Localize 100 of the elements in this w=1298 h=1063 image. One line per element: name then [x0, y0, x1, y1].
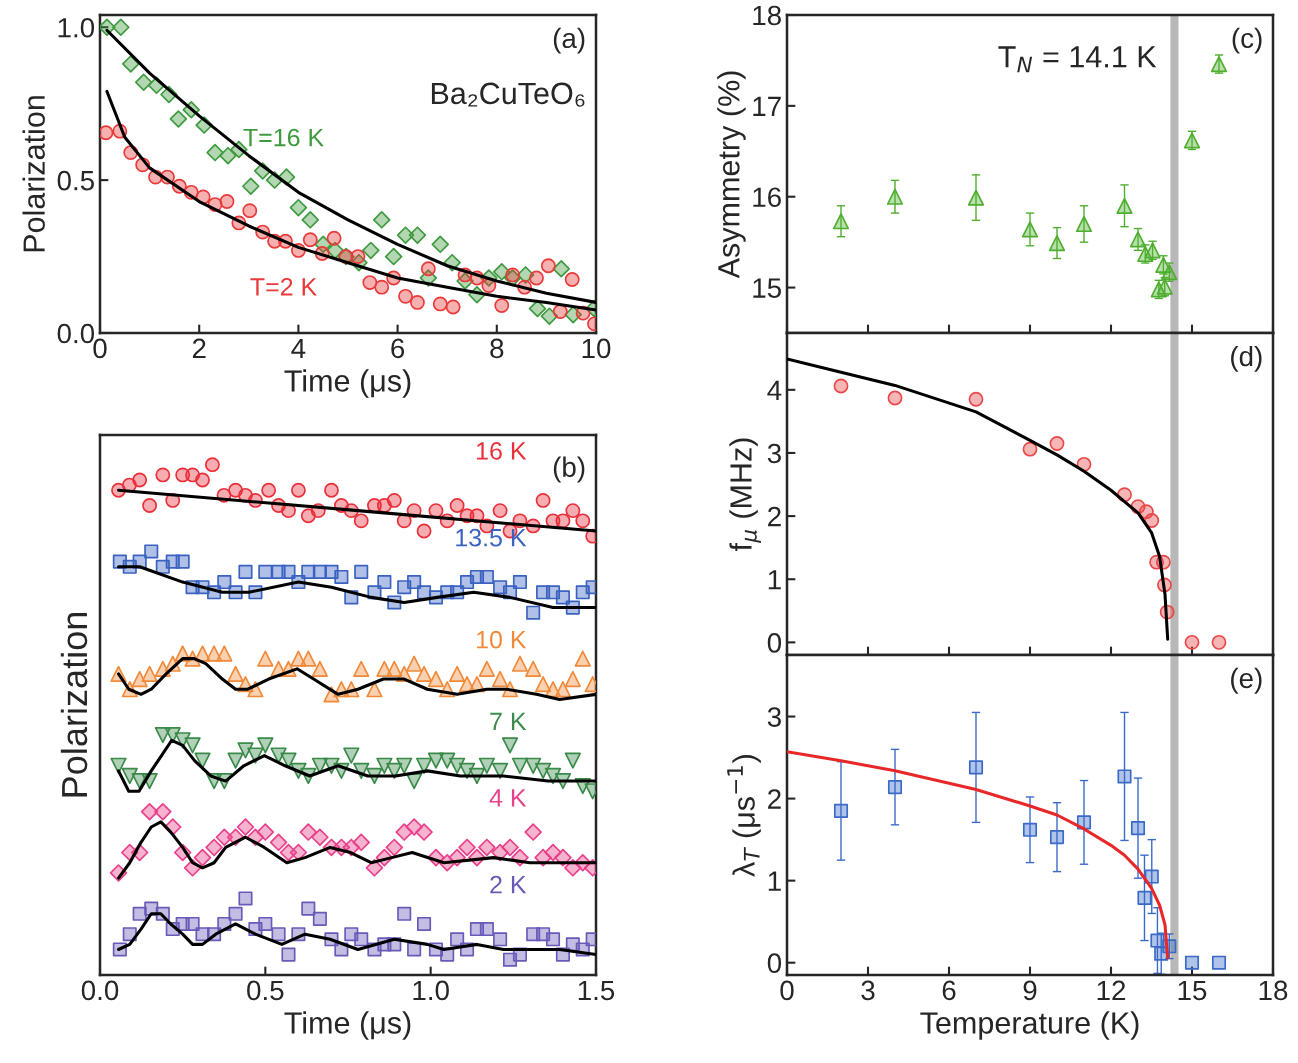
- point: [458, 838, 476, 857]
- y-tick-label: 1.0: [58, 17, 95, 38]
- point: [242, 203, 258, 219]
- point: [1075, 215, 1093, 233]
- point: [154, 802, 172, 821]
- y-tick-label: 1: [768, 871, 781, 891]
- point: [386, 660, 403, 677]
- y-tick-label: 0.0: [57, 323, 95, 344]
- point: [258, 916, 273, 932]
- point: [505, 267, 521, 283]
- point: [353, 660, 370, 677]
- y-tick-label: 15: [753, 278, 781, 298]
- point: [374, 279, 390, 295]
- x-tick-label: 12: [1097, 980, 1126, 1000]
- point: [227, 665, 244, 683]
- point: [205, 457, 220, 473]
- point: [1021, 221, 1039, 238]
- point: [1144, 513, 1160, 528]
- point: [1049, 830, 1065, 845]
- point: [131, 670, 148, 688]
- point: [301, 901, 316, 916]
- y-tick-label: 17: [753, 96, 781, 116]
- point: [112, 18, 130, 36]
- point: [832, 213, 850, 230]
- point: [194, 752, 211, 769]
- point: [144, 544, 159, 559]
- point: [524, 823, 542, 841]
- y-tick-label: 4: [767, 380, 782, 400]
- point: [227, 752, 244, 769]
- x-tick-label: 0.5: [247, 980, 284, 1001]
- point: [271, 927, 286, 942]
- point: [311, 828, 329, 846]
- point: [493, 263, 511, 281]
- point: [833, 803, 849, 818]
- point: [445, 299, 461, 315]
- y-axis-title: Polarization: [60, 613, 88, 797]
- point: [185, 916, 200, 932]
- point: [534, 762, 552, 779]
- point: [352, 833, 370, 852]
- point: [397, 906, 412, 921]
- point: [354, 564, 369, 579]
- point: [554, 681, 572, 698]
- point: [407, 575, 422, 590]
- point: [216, 645, 233, 662]
- point: [408, 226, 427, 244]
- point: [141, 665, 158, 683]
- point: [481, 278, 497, 294]
- point: [479, 922, 494, 937]
- line-series: [787, 750, 1170, 960]
- point: [886, 188, 904, 205]
- point: [415, 665, 433, 683]
- x-tick-label: 8: [490, 338, 504, 359]
- point: [1022, 822, 1038, 837]
- point: [492, 503, 508, 519]
- point: [219, 146, 237, 165]
- point: [526, 605, 541, 620]
- y-tick-label: 3: [767, 443, 781, 464]
- point: [1144, 869, 1159, 884]
- point: [311, 660, 329, 677]
- x-tick-label: 6: [942, 980, 956, 1001]
- point: [237, 742, 254, 759]
- point: [270, 747, 287, 764]
- point: [478, 660, 495, 677]
- series-label: 16 K: [477, 442, 527, 460]
- point: [257, 737, 274, 754]
- point: [281, 947, 296, 962]
- point: [195, 472, 210, 488]
- band-label: T$_{N}$ = 14.1 K: [998, 46, 1157, 73]
- point: [1184, 955, 1200, 970]
- point: [555, 590, 570, 605]
- series-label: 13.5 K: [456, 528, 527, 547]
- annotation: (b): [553, 456, 585, 483]
- point: [175, 554, 190, 569]
- x-tick-label: 4: [291, 338, 306, 358]
- point: [205, 838, 223, 857]
- point: [396, 757, 413, 774]
- point: [326, 230, 342, 246]
- x-axis-title: Time (μs): [284, 369, 411, 398]
- point: [299, 823, 318, 841]
- y-tick-label: 1: [768, 570, 781, 590]
- point: [525, 660, 542, 677]
- point: [494, 298, 510, 313]
- point: [575, 513, 591, 529]
- point: [493, 932, 508, 947]
- point: [564, 272, 580, 287]
- point: [398, 288, 413, 304]
- point: [376, 757, 393, 774]
- annotation: (e): [1231, 667, 1262, 694]
- point: [415, 757, 433, 774]
- x-tick-label: 1.5: [578, 980, 615, 1001]
- x-tick-label: 3: [861, 980, 875, 1001]
- point: [968, 391, 984, 407]
- point: [236, 818, 255, 836]
- point: [555, 513, 571, 529]
- point: [289, 843, 308, 862]
- point: [410, 295, 425, 310]
- point: [354, 932, 369, 947]
- point: [887, 780, 903, 795]
- point: [545, 932, 561, 947]
- point: [269, 833, 288, 852]
